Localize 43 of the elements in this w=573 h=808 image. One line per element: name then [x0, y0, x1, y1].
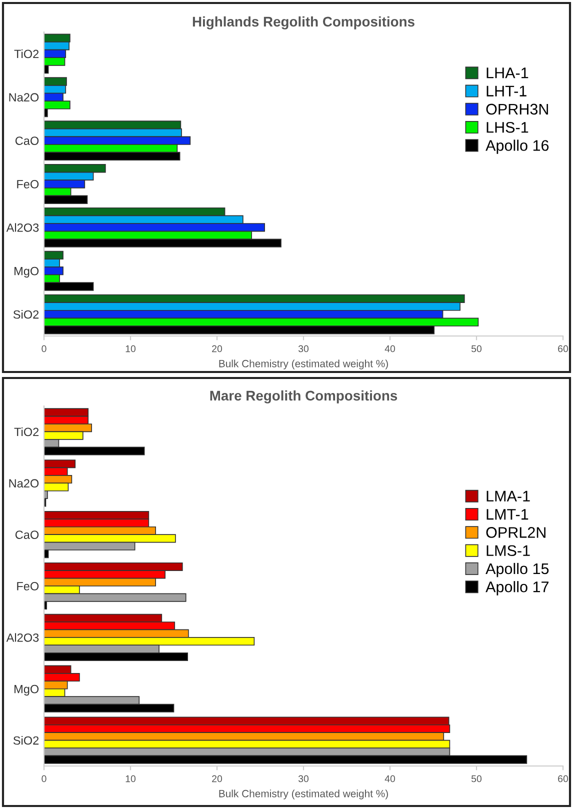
- x-tick-label: 10: [126, 775, 136, 782]
- x-tick-label: 20: [212, 345, 222, 352]
- y-tick-label: SiO2: [13, 310, 39, 319]
- chart-title: Highlands Regolith Compositions: [192, 16, 414, 30]
- x-tick-label: 0: [42, 775, 46, 782]
- x-tick-label: 40: [384, 345, 396, 352]
- legend-label: Apollo 15: [486, 562, 549, 578]
- legend-label: OPRH3N: [486, 104, 548, 115]
- x-tick-label: 20: [212, 775, 222, 782]
- y-tick-label: FeO: [17, 180, 39, 188]
- x-tick-label: 50: [471, 775, 482, 782]
- x-tick-label: 60: [558, 345, 568, 352]
- y-tick-label: Al2O3: [6, 633, 39, 642]
- x-tick-label: 30: [298, 345, 309, 352]
- y-tick-label: CaO: [15, 530, 39, 539]
- x-axis-title: Bulk Chemistry (estimated weight %): [219, 790, 388, 800]
- legend-label: OPRL2N: [486, 527, 546, 538]
- legend-label: LHS-1: [486, 122, 528, 133]
- legend-label: LMA-1: [486, 490, 530, 502]
- y-tick-label: FeO: [17, 582, 39, 590]
- y-tick-label: CaO: [15, 136, 39, 145]
- y-tick-label: MgO: [14, 684, 39, 696]
- legend-label: LHA-1: [486, 68, 528, 78]
- chart-title: Mare Regolith Compositions: [210, 390, 398, 404]
- y-tick-label: Na2O: [9, 479, 39, 488]
- legend-label: LMS-1: [486, 545, 530, 556]
- legend-label: Apollo 17: [486, 581, 548, 596]
- y-tick-label: TiO2: [14, 49, 39, 58]
- x-tick-label: 10: [126, 345, 136, 352]
- y-tick-label: TiO2: [14, 427, 39, 436]
- x-tick-label: 30: [298, 775, 309, 782]
- x-tick-label: 40: [384, 775, 396, 782]
- y-tick-label: Al2O3: [6, 223, 39, 232]
- x-tick-label: 0: [42, 345, 46, 352]
- legend-label: Apollo 16: [486, 140, 549, 154]
- y-tick-label: Na2O: [9, 93, 39, 102]
- x-tick-label: 60: [558, 775, 568, 782]
- legend-label: LMT-1: [486, 509, 528, 520]
- legend-label: LHT-1: [486, 86, 526, 96]
- y-tick-label: SiO2: [13, 736, 39, 745]
- x-tick-label: 50: [471, 345, 482, 352]
- x-axis-title: Bulk Chemistry (estimated weight %): [219, 360, 388, 370]
- y-tick-label: MgO: [14, 266, 39, 278]
